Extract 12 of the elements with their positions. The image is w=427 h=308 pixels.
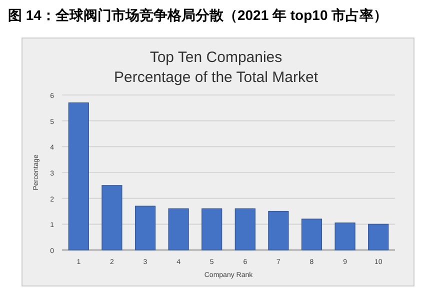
bar xyxy=(134,206,156,250)
bar xyxy=(168,208,189,250)
bar xyxy=(102,185,122,250)
chart-subtitle: Top Ten Companies Percentage of the Total Market xyxy=(114,49,319,86)
bar xyxy=(68,102,89,250)
bar xyxy=(301,218,322,250)
chart-title: 图 14：全球阀门市场竞争格局分散（2021 年 top10 市占率） xyxy=(8,7,388,23)
bar xyxy=(234,208,256,250)
bar xyxy=(202,208,222,250)
bar xyxy=(268,210,289,250)
bar xyxy=(368,224,389,250)
bar xyxy=(334,222,356,250)
